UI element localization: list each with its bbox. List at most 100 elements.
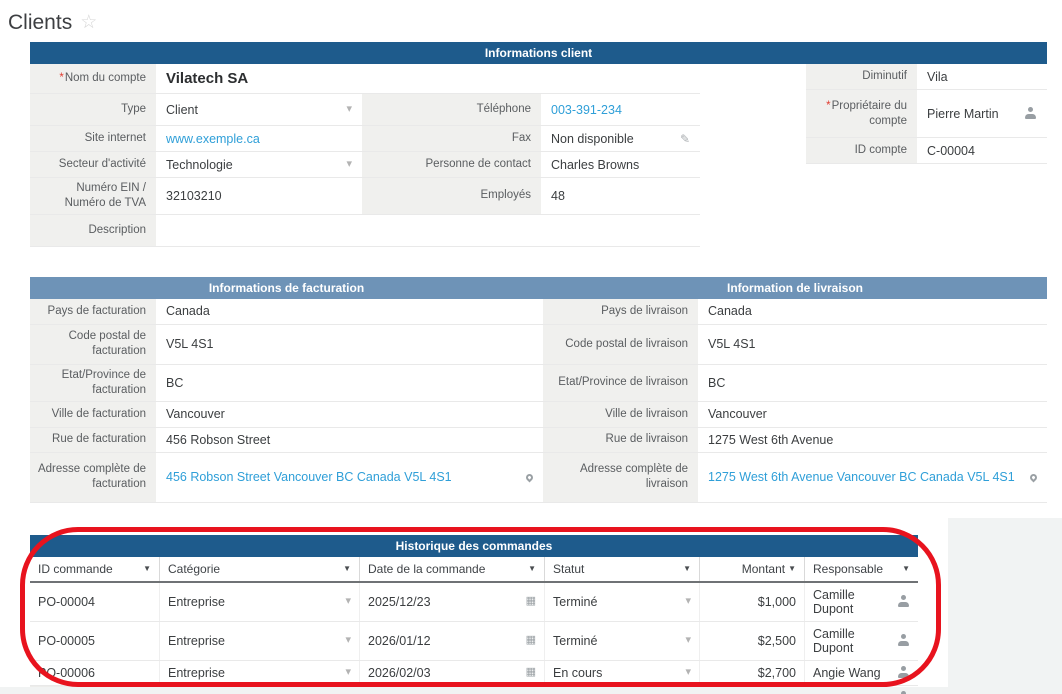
- column-header-category[interactable]: Catégorie ▼: [160, 556, 360, 581]
- owner-value[interactable]: Pierre Martin: [919, 90, 1047, 137]
- order-2-status-dropdown-icon[interactable]: ▾: [685, 634, 691, 647]
- order-2-category-dropdown-icon[interactable]: ▾: [345, 634, 351, 647]
- order-3-amount[interactable]: $2,700: [700, 660, 805, 685]
- order-1-person-icon[interactable]: [897, 595, 910, 608]
- field-row-owner: *Propriétaire du compte Pierre Martin: [806, 90, 1047, 138]
- contact-person-label: Personne de contact: [362, 152, 543, 177]
- website-link[interactable]: www.exemple.ca: [166, 131, 260, 146]
- fax-label: Fax: [362, 126, 543, 151]
- order-3-category[interactable]: Entreprise ▾: [160, 660, 360, 685]
- billing-street-value[interactable]: 456 Robson Street: [158, 428, 543, 452]
- shipping-postal-value[interactable]: V5L 4S1: [700, 325, 1047, 364]
- fax-value[interactable]: Non disponible ✎: [543, 126, 700, 151]
- billing-country-value[interactable]: Canada: [158, 299, 543, 324]
- order-3-id[interactable]: PO-00006: [30, 660, 160, 685]
- short-name-value[interactable]: Vila: [919, 64, 1047, 89]
- fax-edit-pencil-icon[interactable]: ✎: [679, 131, 690, 146]
- order-1-status-dropdown-icon[interactable]: ▾: [685, 595, 691, 608]
- shipping-street-value[interactable]: 1275 West 6th Avenue: [700, 428, 1047, 452]
- date-sort-icon[interactable]: ▼: [528, 563, 536, 573]
- column-header-order-id[interactable]: ID commande ▼: [30, 556, 160, 581]
- order-2-amount[interactable]: $2,500: [700, 621, 805, 660]
- order-1-calendar-icon[interactable]: ▦: [525, 595, 536, 608]
- column-header-owner-text: Responsable: [813, 561, 884, 576]
- contact-person-value[interactable]: Charles Browns: [543, 152, 700, 177]
- order-3-person-icon[interactable]: [897, 666, 910, 679]
- column-header-amount[interactable]: Montant ▼: [700, 556, 805, 581]
- industry-label: Secteur d'activité: [30, 152, 158, 177]
- billing-full-address-value[interactable]: 456 Robson Street Vancouver BC Canada V5…: [158, 453, 543, 502]
- order-2-status[interactable]: Terminé ▾: [545, 621, 700, 660]
- status-sort-icon[interactable]: ▼: [683, 563, 691, 573]
- amount-sort-icon[interactable]: ▼: [788, 563, 796, 573]
- order-3-date[interactable]: 2026/02/03 ▦: [360, 660, 545, 685]
- order-1-category[interactable]: Entreprise ▾: [160, 582, 360, 621]
- employees-value[interactable]: 48: [543, 178, 700, 214]
- category-sort-icon[interactable]: ▼: [343, 563, 351, 573]
- billing-state-value[interactable]: BC: [158, 365, 543, 401]
- client-info-right: Diminutif Vila *Propriétaire du compte P…: [806, 64, 1047, 247]
- industry-dropdown-icon[interactable]: ▾: [346, 158, 352, 170]
- order-2-person-icon[interactable]: [897, 634, 910, 647]
- industry-value[interactable]: Technologie ▾: [158, 152, 362, 177]
- billing-city-label-text: Ville de facturation: [51, 407, 146, 420]
- order-2-category[interactable]: Entreprise ▾: [160, 621, 360, 660]
- order-3-category-dropdown-icon[interactable]: ▾: [345, 666, 351, 679]
- order-1-category-text: Entreprise: [168, 594, 225, 609]
- order-2-amount-text: $2,500: [757, 633, 796, 648]
- order-1-owner[interactable]: Camille Dupont: [805, 583, 918, 621]
- column-header-date[interactable]: Date de la commande ▼: [360, 556, 545, 581]
- billing-map-pin-icon[interactable]: [524, 472, 535, 483]
- shipping-full-address-link[interactable]: 1275 West 6th Avenue Vancouver BC Canada…: [708, 470, 1015, 485]
- order-1-id[interactable]: PO-00004: [30, 582, 160, 621]
- order-3-calendar-icon[interactable]: ▦: [525, 666, 536, 679]
- phone-label-text: Téléphone: [476, 103, 531, 116]
- order-2-id[interactable]: PO-00005: [30, 621, 160, 660]
- industry-label-text: Secteur d'activité: [58, 158, 146, 171]
- type-dropdown-icon[interactable]: ▾: [346, 103, 352, 115]
- phone-link[interactable]: 003-391-234: [551, 102, 622, 117]
- shipping-city-value[interactable]: Vancouver: [700, 402, 1047, 427]
- new-order-owner-cell[interactable]: [805, 686, 918, 694]
- shipping-state-value[interactable]: BC: [700, 365, 1047, 401]
- billing-street-value-text: 456 Robson Street: [166, 432, 271, 447]
- column-header-status[interactable]: Statut ▼: [545, 556, 700, 581]
- shipping-state-label: Etat/Province de livraison: [543, 364, 700, 401]
- order-3-owner[interactable]: Angie Wang: [805, 661, 918, 685]
- billing-city-value[interactable]: Vancouver: [158, 402, 543, 427]
- column-header-owner[interactable]: Responsable ▼: [805, 557, 918, 581]
- order-2-date[interactable]: 2026/01/12 ▦: [360, 621, 545, 660]
- shipping-street-value-text: 1275 West 6th Avenue: [708, 432, 834, 447]
- ein-value[interactable]: 32103210: [158, 178, 362, 214]
- order-3-amount-text: $2,700: [757, 665, 796, 680]
- description-value[interactable]: [158, 215, 700, 246]
- order-3-status[interactable]: En cours ▾: [545, 660, 700, 685]
- field-row-account-id: ID compte C-00004: [806, 138, 1047, 164]
- order-id-sort-icon[interactable]: ▼: [143, 563, 151, 573]
- owner-person-icon[interactable]: [1024, 107, 1037, 120]
- website-value[interactable]: www.exemple.ca: [158, 126, 362, 151]
- billing-postal-value[interactable]: V5L 4S1: [158, 325, 543, 364]
- order-1-amount[interactable]: $1,000: [700, 582, 805, 621]
- order-2-calendar-icon[interactable]: ▦: [525, 634, 536, 647]
- billing-full-address-link[interactable]: 456 Robson Street Vancouver BC Canada V5…: [166, 470, 452, 485]
- shipping-country-value[interactable]: Canada: [700, 299, 1047, 324]
- new-order-person-icon[interactable]: [897, 691, 910, 694]
- shipping-map-pin-icon[interactable]: [1028, 472, 1039, 483]
- order-3-status-dropdown-icon[interactable]: ▾: [685, 666, 691, 679]
- owner-sort-icon[interactable]: ▼: [902, 563, 910, 573]
- billing-country-label: Pays de facturation: [30, 298, 158, 324]
- order-1-category-dropdown-icon[interactable]: ▾: [345, 595, 351, 608]
- phone-value[interactable]: 003-391-234: [543, 94, 700, 125]
- order-1-status[interactable]: Terminé ▾: [545, 582, 700, 621]
- type-value[interactable]: Client ▾: [158, 94, 362, 125]
- favorite-star-icon[interactable]: ☆: [80, 12, 98, 33]
- employees-label: Employés: [362, 178, 543, 214]
- account-name-value[interactable]: Vilatech SA: [158, 64, 700, 93]
- order-1-date[interactable]: 2025/12/23 ▦: [360, 582, 545, 621]
- shipping-full-address-value[interactable]: 1275 West 6th Avenue Vancouver BC Canada…: [700, 453, 1047, 502]
- shipping-city-value-text: Vancouver: [708, 407, 767, 422]
- order-2-owner[interactable]: Camille Dupont: [805, 622, 918, 660]
- type-value-text: Client: [166, 102, 198, 117]
